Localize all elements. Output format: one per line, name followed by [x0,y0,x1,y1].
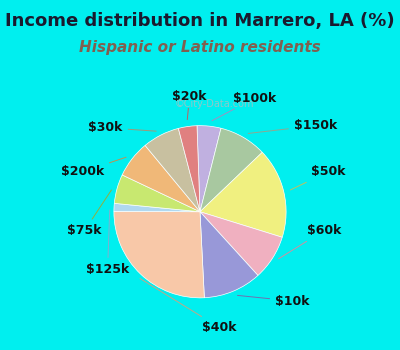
Wedge shape [200,152,286,237]
Text: $100k: $100k [212,92,276,121]
Text: ©City-Data.com: ©City-Data.com [175,99,254,109]
Text: $150k: $150k [248,119,337,133]
Wedge shape [122,145,200,212]
Text: Hispanic or Latino residents: Hispanic or Latino residents [79,40,321,55]
Text: $125k: $125k [86,210,129,276]
Text: $50k: $50k [290,165,345,190]
Text: $60k: $60k [278,224,341,259]
Text: $40k: $40k [140,279,236,334]
Wedge shape [145,128,200,212]
Wedge shape [114,203,200,212]
Wedge shape [114,211,204,298]
Wedge shape [197,126,221,212]
Wedge shape [200,128,262,212]
Text: $20k: $20k [172,90,207,120]
Text: Income distribution in Marrero, LA (%): Income distribution in Marrero, LA (%) [5,12,395,30]
Wedge shape [178,126,200,212]
Wedge shape [114,175,200,212]
Wedge shape [200,212,258,298]
Text: $75k: $75k [67,190,112,237]
Text: $10k: $10k [238,294,310,308]
Text: $30k: $30k [88,121,156,134]
Wedge shape [200,212,282,275]
Text: $200k: $200k [61,157,126,178]
